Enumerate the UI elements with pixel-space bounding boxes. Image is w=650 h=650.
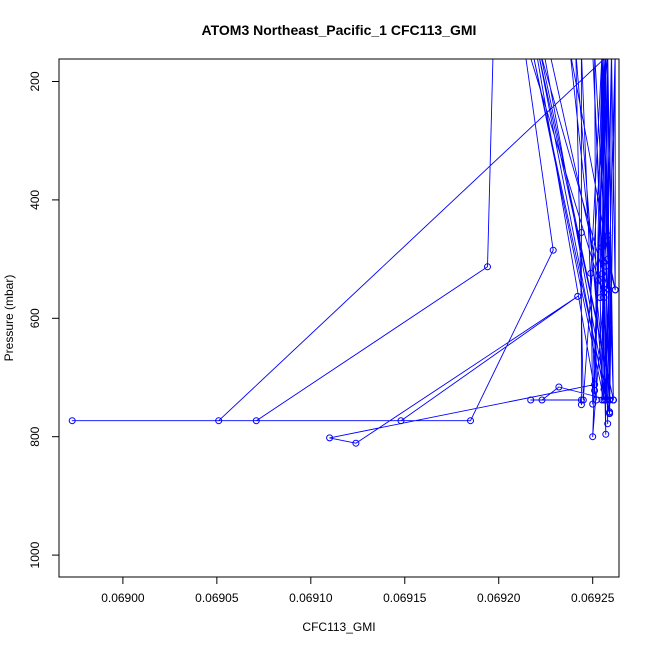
x-axis-label: CFC113_GMI (302, 620, 375, 634)
x-tick-label: 0.06905 (195, 591, 239, 605)
data-point (598, 270, 606, 278)
data-point (538, 396, 546, 404)
data-point (604, 285, 612, 293)
series-line (71, 59, 616, 444)
data-point (574, 292, 582, 300)
data-point (577, 401, 585, 409)
data-point (609, 396, 617, 404)
x-tick-label: 0.06900 (101, 591, 145, 605)
data-point (598, 243, 606, 251)
y-tick-label: 600 (28, 308, 42, 328)
data-point (587, 269, 595, 277)
data-point (252, 417, 260, 425)
x-axis: 0.06900 0.06905 0.06910 0.06915 0.06920 0.069… (101, 576, 615, 605)
y-axis: 200 400 600 800 1000 (28, 71, 60, 568)
y-tick-label: 800 (28, 426, 42, 446)
data-point (606, 409, 614, 417)
data-layer (68, 59, 619, 447)
x-tick-label: 0.06915 (383, 591, 427, 605)
y-axis-label: Pressure (mbar) (2, 275, 16, 362)
data-point (577, 229, 585, 236)
y-tick-label: 1000 (28, 541, 42, 568)
y-tick-label: 200 (28, 71, 42, 91)
data-point (604, 420, 612, 428)
data-point (602, 396, 610, 404)
data-point (589, 433, 597, 441)
x-tick-label: 0.06920 (477, 591, 521, 605)
data-point (602, 430, 610, 438)
data-point (600, 288, 608, 296)
plot-frame (58, 58, 620, 578)
data-point (68, 417, 76, 425)
data-point (591, 381, 599, 389)
data-point (577, 396, 585, 404)
data-point (352, 439, 360, 447)
data-point (600, 385, 608, 393)
data-point (602, 262, 610, 270)
data-point (527, 396, 535, 404)
x-tick-label: 0.06925 (571, 591, 615, 605)
data-point (600, 294, 608, 302)
data-point (589, 400, 597, 408)
data-point (215, 417, 223, 425)
chart-title: ATOM3 Northeast_Pacific_1 CFC113_GMI (202, 22, 477, 38)
data-point (604, 255, 612, 263)
data-point (549, 246, 557, 254)
data-point (397, 417, 405, 425)
data-point (592, 396, 600, 404)
data-point (596, 294, 604, 302)
data-point (604, 231, 612, 239)
data-point (579, 396, 587, 404)
x-tick-label: 0.06910 (289, 591, 333, 605)
data-point (467, 417, 474, 425)
data-point (611, 286, 619, 294)
data-point (594, 276, 602, 284)
data-point (484, 263, 491, 271)
y-tick-label: 400 (28, 190, 42, 210)
data-point (326, 434, 334, 442)
data-point (555, 383, 563, 391)
